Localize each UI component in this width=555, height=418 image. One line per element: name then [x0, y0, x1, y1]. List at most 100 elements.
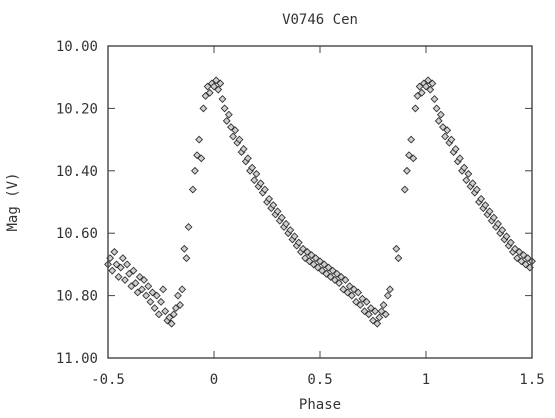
data-point-149 [430, 95, 439, 103]
data-point-96 [309, 260, 318, 269]
data-point-171 [477, 194, 486, 203]
data-point-113 [345, 282, 354, 291]
x-tick-label-4: 1.5 [519, 372, 544, 388]
y-tick-label-2: 10.40 [56, 164, 98, 180]
data-point-59 [231, 126, 240, 135]
data-point-107 [333, 269, 341, 278]
data-point-183 [502, 232, 511, 241]
data-point-116 [352, 297, 360, 306]
data-point-65 [243, 154, 252, 163]
data-point-102 [322, 269, 331, 278]
data-point-159 [451, 145, 460, 153]
data-point-50 [212, 76, 221, 85]
data-point-17 [140, 276, 148, 284]
data-points [104, 76, 536, 328]
data-point-51 [214, 85, 223, 94]
data-point-129 [379, 301, 388, 309]
data-point-9 [123, 260, 132, 269]
chart-title: V0746 Cen [282, 12, 358, 28]
data-point-61 [235, 135, 244, 144]
data-point-91 [299, 244, 307, 253]
data-point-115 [349, 285, 358, 294]
x-tick-label-3: 1 [422, 372, 430, 388]
data-point-104 [326, 272, 335, 281]
data-point-35 [178, 285, 187, 294]
data-point-187 [511, 244, 519, 253]
data-point-126 [373, 319, 382, 328]
data-point-161 [455, 154, 464, 163]
data-point-37 [182, 254, 191, 263]
data-point-15 [135, 272, 144, 281]
data-point-128 [377, 307, 386, 316]
data-point-152 [436, 110, 445, 119]
data-point-173 [481, 201, 490, 210]
data-point-30 [167, 319, 176, 328]
data-point-32 [171, 304, 180, 313]
x-tick-label-0: -0.5 [91, 372, 125, 388]
data-point-38 [184, 223, 193, 231]
y-tick-label-4: 10.80 [56, 289, 98, 305]
data-point-99 [316, 257, 324, 266]
data-point-19 [144, 282, 153, 291]
data-point-105 [328, 266, 337, 275]
data-point-177 [489, 213, 498, 222]
data-point-89 [294, 238, 303, 247]
data-point-33 [174, 291, 182, 300]
x-tick-label-2: 0.5 [307, 372, 332, 388]
data-point-43 [197, 154, 206, 163]
data-point-169 [472, 185, 481, 194]
data-point-130 [381, 310, 390, 319]
data-point-118 [356, 301, 365, 309]
data-point-119 [358, 294, 367, 303]
data-point-4 [112, 260, 121, 269]
data-point-67 [248, 163, 257, 172]
data-point-16 [137, 285, 146, 294]
data-point-13 [131, 279, 140, 288]
data-point-185 [506, 238, 515, 247]
data-point-111 [341, 276, 350, 284]
data-point-77 [269, 201, 278, 210]
y-tick-label-1: 10.20 [56, 101, 98, 117]
data-point-58 [229, 132, 238, 141]
data-point-69 [252, 169, 261, 178]
x-axis-label: Phase [299, 397, 341, 413]
y-axis-label: Mag (V) [5, 172, 21, 231]
data-point-71 [256, 179, 265, 188]
data-point-39 [188, 185, 197, 194]
data-point-163 [460, 163, 469, 172]
data-point-153 [439, 123, 447, 132]
data-point-181 [498, 226, 507, 235]
data-point-150 [432, 104, 441, 113]
data-point-141 [413, 91, 422, 100]
data-point-110 [339, 285, 348, 294]
data-point-79 [273, 207, 282, 216]
data-point-3 [110, 247, 119, 256]
data-point-54 [220, 104, 229, 113]
data-point-124 [369, 316, 377, 325]
data-point-108 [335, 279, 344, 288]
data-point-95 [307, 251, 316, 259]
data-point-34 [176, 301, 185, 309]
data-point-11 [127, 282, 136, 291]
data-point-8 [121, 276, 129, 284]
data-point-133 [392, 244, 401, 253]
data-point-14 [133, 288, 142, 297]
data-point-136 [402, 166, 411, 175]
data-point-57 [227, 123, 235, 132]
y-tick-label-5: 11.00 [56, 351, 98, 367]
data-point-52 [216, 79, 225, 88]
data-point-44 [199, 104, 208, 113]
data-point-21 [148, 288, 157, 297]
data-point-56 [224, 110, 233, 119]
data-point-40 [190, 166, 199, 175]
data-point-167 [468, 179, 477, 188]
data-point-10 [125, 269, 134, 278]
data-point-94 [305, 257, 314, 266]
data-point-55 [222, 116, 231, 125]
y-tick-label-3: 10.60 [56, 226, 98, 242]
data-point-20 [146, 297, 155, 306]
data-point-138 [407, 135, 416, 144]
data-point-49 [210, 82, 218, 91]
data-point-2 [108, 266, 117, 275]
data-point-117 [354, 288, 363, 297]
